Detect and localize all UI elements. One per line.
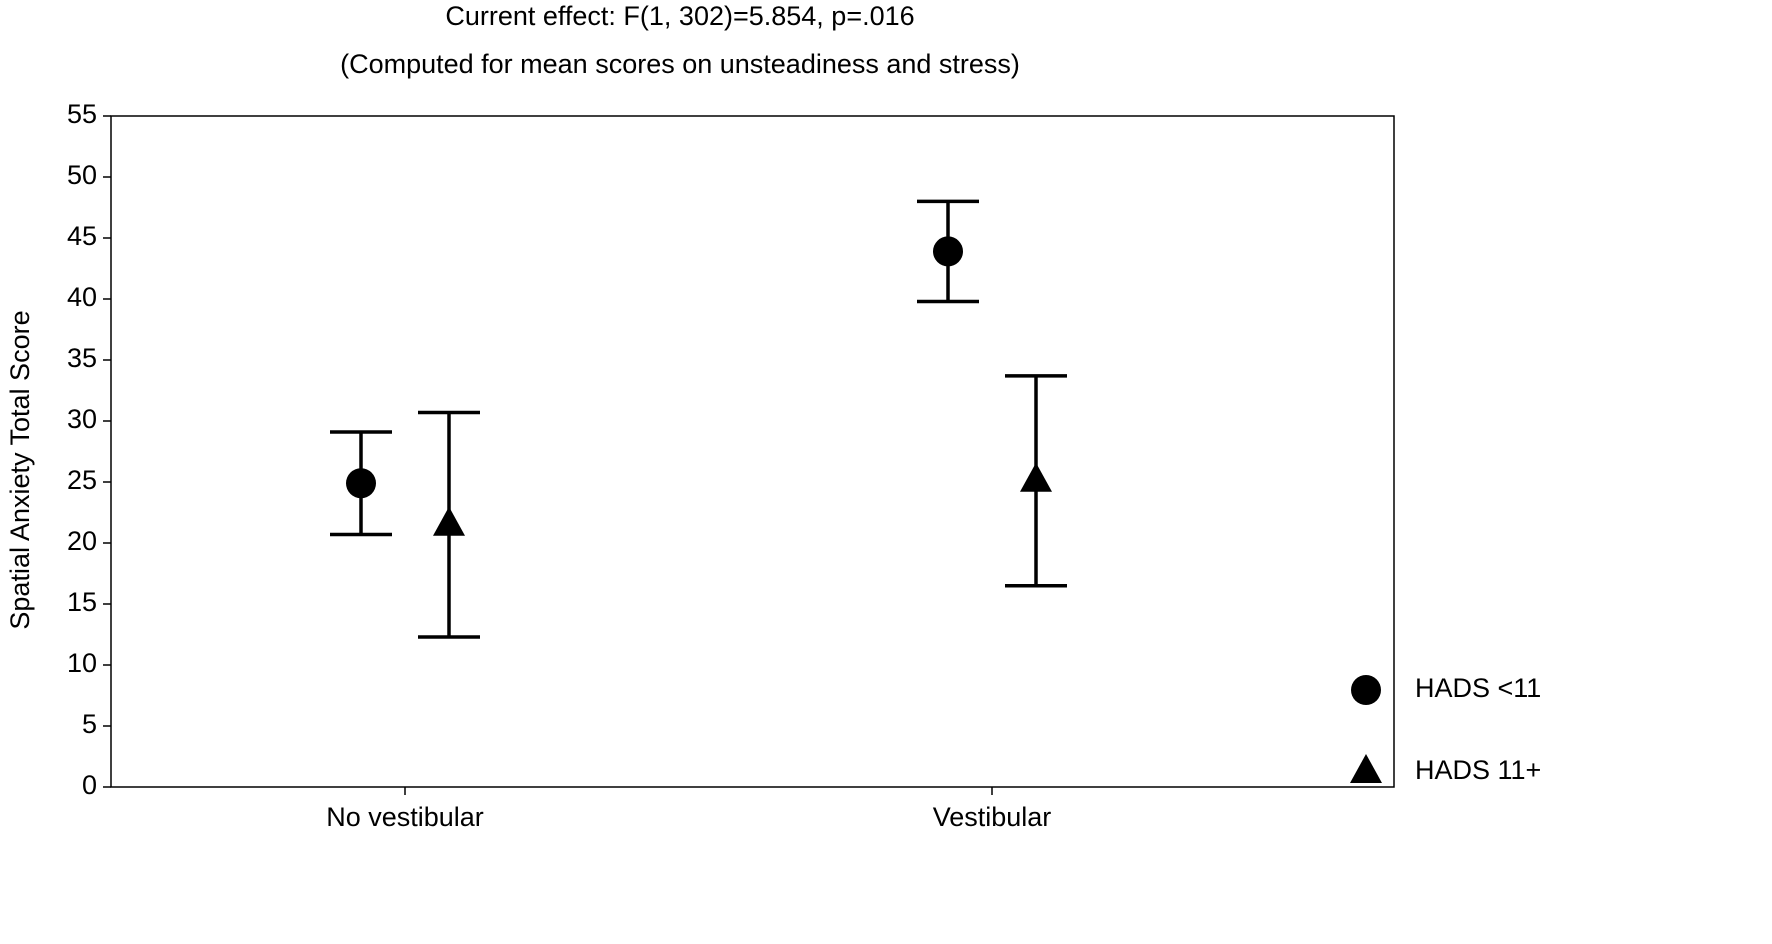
x-tick-label: No vestibular [326, 802, 484, 832]
legend-marker [1350, 754, 1382, 783]
y-tick-label: 55 [67, 99, 97, 129]
y-tick-label: 35 [67, 343, 97, 373]
y-tick-label: 10 [67, 648, 97, 678]
y-tick-label: 15 [67, 587, 97, 617]
y-tick-label: 25 [67, 465, 97, 495]
y-tick-label: 30 [67, 404, 97, 434]
point-marker [933, 236, 963, 267]
y-tick-label: 50 [67, 160, 97, 190]
point-marker [433, 506, 465, 536]
point-marker [1020, 462, 1052, 492]
y-axis-label: Spatial Anxiety Total Score [5, 310, 35, 629]
y-tick-label: 40 [67, 282, 97, 312]
legend-marker [1351, 675, 1381, 705]
y-tick-label: 45 [67, 221, 97, 251]
y-tick-label: 20 [67, 526, 97, 556]
legend-label: HADS 11+ [1415, 755, 1541, 785]
plot-frame [110, 115, 1395, 788]
y-tick-label: 5 [82, 709, 97, 739]
y-tick-label: 0 [82, 770, 97, 800]
chart-title: Current effect: F(1, 302)=5.854, p=.016 [445, 1, 914, 31]
legend-label: HADS <11 [1415, 673, 1541, 703]
x-tick-label: Vestibular [933, 802, 1052, 832]
point-marker [346, 468, 376, 499]
chart-subtitle: (Computed for mean scores on unsteadines… [340, 49, 1020, 79]
